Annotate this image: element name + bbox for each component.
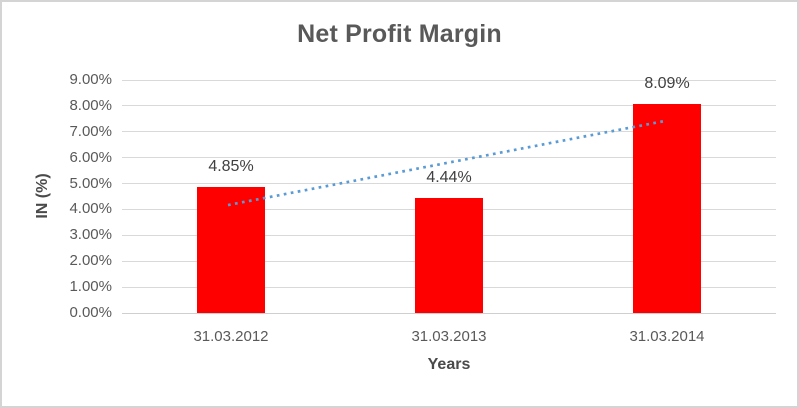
bar-data-label: 8.09%: [644, 74, 690, 92]
y-tick-label: 5.00%: [69, 174, 112, 192]
bar-31.03.2014: [633, 103, 701, 313]
trendline: [227, 119, 665, 207]
x-tick-label: 31.03.2013: [411, 328, 487, 345]
y-tick-label: 8.00%: [69, 96, 112, 114]
bar-31.03.2013: [415, 198, 483, 313]
bar-31.03.2012: [197, 187, 265, 313]
y-tick-label: 0.00%: [69, 304, 112, 321]
x-tick-label: 31.03.2014: [629, 328, 705, 345]
gridline: [122, 79, 776, 81]
y-tick-label: 1.00%: [69, 278, 112, 296]
y-tick-label: 7.00%: [69, 122, 112, 140]
gridline: [122, 105, 776, 107]
y-tick-label: 6.00%: [69, 148, 112, 166]
x-tick-label: 31.03.2012: [193, 328, 269, 345]
bar-data-label: 4.85%: [208, 158, 254, 176]
y-tick-label: 3.00%: [69, 226, 112, 244]
x-axis-title: Years: [427, 356, 471, 373]
y-tick-label: 2.00%: [69, 252, 112, 270]
chart-title: Net Profit Margin: [297, 20, 502, 48]
bar-data-label: 4.44%: [426, 169, 472, 187]
y-tick-label: 9.00%: [69, 71, 112, 88]
gridline: [122, 312, 776, 314]
y-tick-label: 4.00%: [69, 200, 112, 218]
